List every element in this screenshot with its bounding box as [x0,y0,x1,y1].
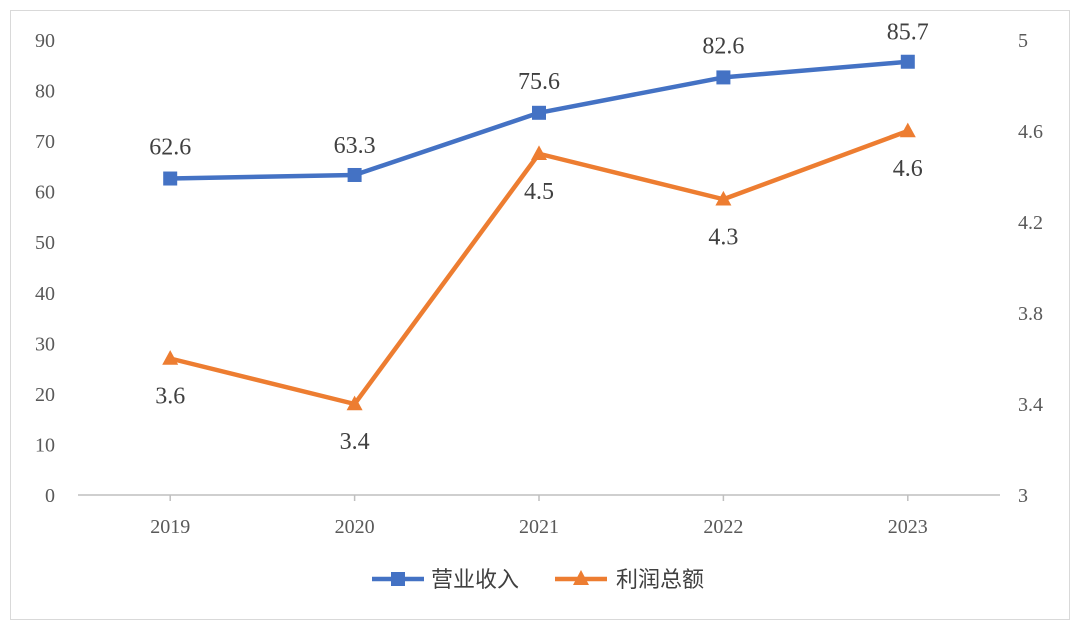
y-left-tick-label: 50 [35,232,55,254]
x-tick-label: 2021 [519,516,559,538]
x-tick-label: 2019 [150,516,190,538]
data-point-profit [346,395,363,411]
data-point-revenue [716,70,731,85]
y-left-tick-label: 60 [35,182,55,204]
data-point-revenue [163,171,178,186]
data-label: 82.6 [702,33,744,59]
y-left-tick-label: 10 [35,434,55,456]
data-label: 4.6 [893,156,923,182]
data-label: 62.6 [149,135,191,161]
x-tick-label: 2022 [703,516,743,538]
data-labels: 62.6 63.3 75.6 82.6 85.7 3.6 3.4 4.5 4.3 4.6 [149,20,929,455]
data-point-profit [531,145,547,161]
data-label: 63.3 [334,133,376,159]
y-right-tick-label: 4.6 [1018,121,1043,143]
axes: 2019 2020 2021 2022 2023 0 10 20 30 40 50 60 70 80 90 3… [35,30,1043,538]
data-point-profit [899,122,916,138]
y-left-tick-label: 90 [35,30,55,52]
data-point-revenue [900,54,915,69]
data-label: 3.4 [340,429,370,455]
y-left-tick-label: 0 [45,485,55,507]
y-right-tick-label: 5 [1018,30,1028,52]
legend-square-marker [391,572,405,586]
y-right-tick-label: 3.4 [1018,394,1043,416]
series-markers [162,54,916,411]
data-point-profit [715,190,732,206]
legend: 营业收入 利润总额 [372,568,704,593]
y-left-tick-label: 70 [35,131,55,153]
x-tick-label: 2023 [888,516,928,538]
data-label: 3.6 [155,384,185,410]
legend-item-2: 利润总额 [555,568,704,593]
data-point-revenue [532,105,546,120]
y-left-tick-label: 20 [35,384,55,406]
series-line-2 [167,128,911,407]
y-left-tick-label: 40 [35,283,55,305]
x-tick-label: 2020 [335,516,375,538]
data-point-revenue [347,167,362,182]
y-right-tick-label: 3 [1018,485,1028,507]
data-label: 75.6 [518,69,560,95]
legend-item-1: 营业收入 [372,568,519,593]
data-label: 4.3 [708,224,738,250]
legend-label: 营业收入 [431,568,519,593]
data-label: 85.7 [887,20,929,46]
y-left-tick-label: 80 [35,81,55,103]
data-label: 4.5 [524,179,554,205]
legend-triangle-marker [573,570,589,585]
legend-label: 利润总额 [616,568,704,593]
data-point-profit [162,350,179,365]
y-right-tick-label: 3.8 [1018,303,1043,325]
y-left-tick-label: 30 [35,333,55,355]
y-right-tick-label: 4.2 [1018,212,1043,234]
